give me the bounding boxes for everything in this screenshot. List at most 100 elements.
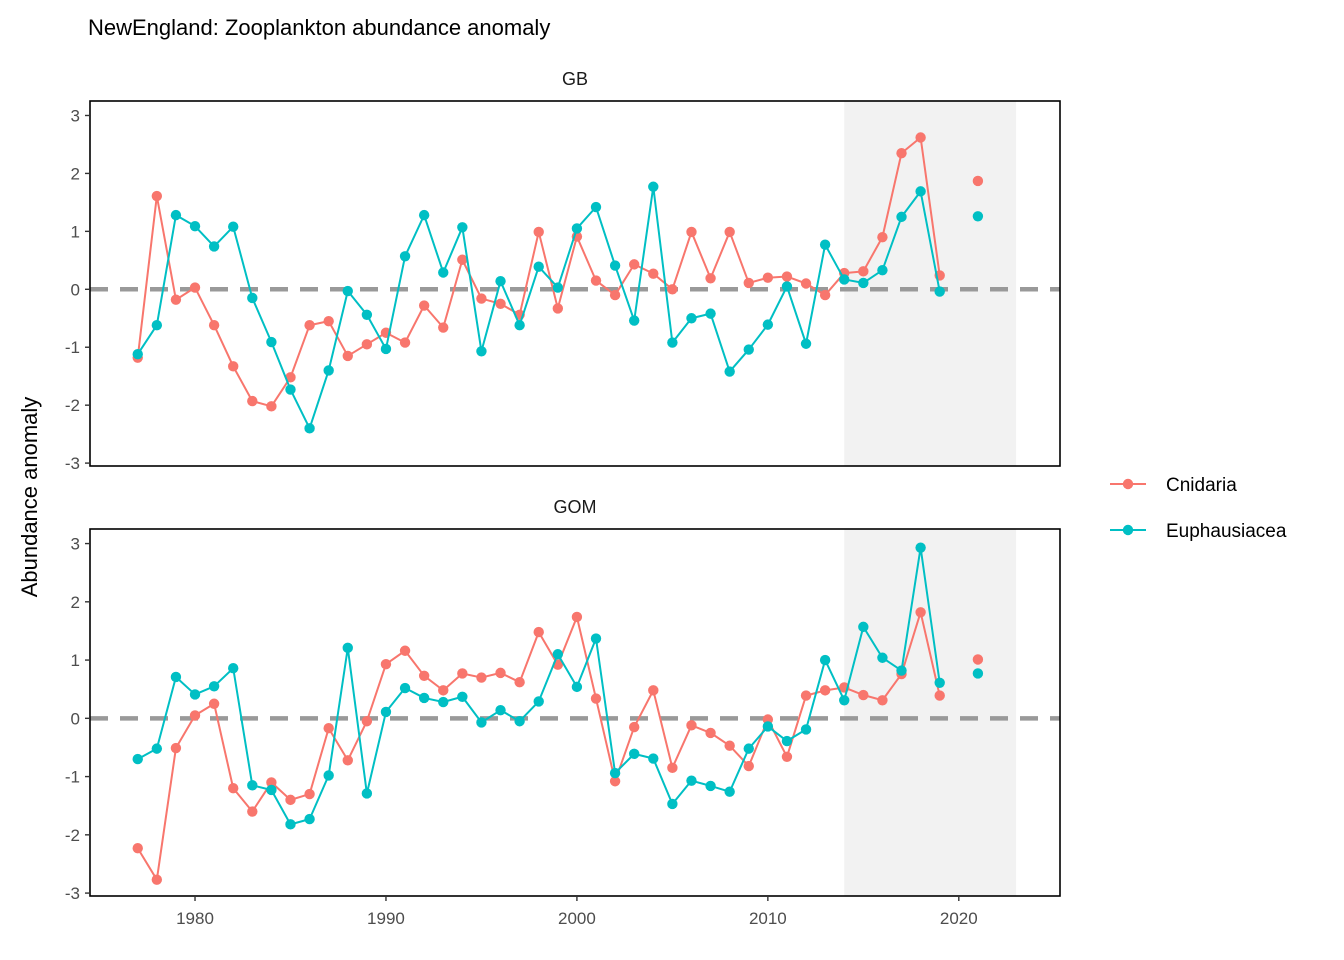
data-point: [132, 843, 143, 854]
data-point: [457, 668, 468, 679]
data-point: [476, 346, 487, 357]
y-tick-label: 3: [71, 106, 80, 125]
data-point: [170, 671, 182, 683]
data-point: [476, 717, 487, 728]
data-point: [781, 751, 793, 762]
x-tick-label: 1990: [367, 909, 405, 928]
series-line: [136, 611, 941, 881]
y-tick-label: -3: [65, 454, 80, 473]
data-point: [839, 274, 850, 285]
data-point: [743, 743, 754, 754]
panel-gb: GB -3 -2 -1 0 1 2 3: [65, 69, 1061, 473]
data-point: [266, 784, 277, 796]
data-point: [476, 672, 487, 683]
data-point: [590, 201, 602, 213]
data-point: [342, 285, 353, 297]
data-point: [399, 645, 411, 656]
data-point: [266, 401, 277, 412]
data-point: [361, 309, 373, 320]
data-point: [552, 303, 564, 314]
y-tick-label: 1: [71, 222, 80, 241]
data-point: [858, 621, 869, 633]
data-point: [189, 689, 201, 700]
series-line: [137, 546, 941, 826]
data-point: [457, 222, 468, 233]
data-point: [858, 689, 869, 701]
data-point: [609, 289, 621, 301]
data-point: [399, 337, 411, 348]
y-tick-label: -1: [65, 338, 80, 357]
data-point: [800, 724, 812, 735]
data-point: [858, 277, 869, 289]
data-point: [438, 322, 449, 333]
data-point: [743, 344, 754, 355]
data-point: [285, 794, 296, 806]
data-point: [170, 209, 182, 221]
data-point: [495, 275, 506, 287]
y-tick-label: 1: [71, 651, 80, 670]
legend-item-cnidaria: Cnidaria: [1110, 475, 1237, 496]
data-point: [247, 780, 258, 791]
data-point: [151, 874, 163, 885]
data-point: [877, 264, 888, 276]
data-point: [609, 767, 621, 779]
data-point: [877, 652, 888, 663]
data-point: [571, 611, 583, 623]
data-point: [648, 181, 659, 192]
data-point: [285, 372, 296, 383]
data-point: [323, 770, 334, 781]
data-point: [896, 665, 907, 676]
data-point: [495, 667, 506, 679]
data-point: [877, 695, 888, 706]
series-euphausiacea: [132, 181, 984, 434]
data-point: [418, 692, 430, 704]
data-point: [609, 776, 621, 787]
data-point: [189, 710, 201, 721]
data-point: [590, 633, 602, 644]
data-point: [495, 298, 506, 309]
data-point: [571, 223, 583, 234]
data-point: [342, 755, 353, 766]
data-point: [304, 813, 315, 825]
data-point: [151, 743, 163, 754]
data-point: [915, 607, 926, 618]
data-point: [228, 663, 239, 674]
data-point: [304, 788, 315, 800]
legend-point-key: [1122, 478, 1134, 490]
data-point: [208, 320, 220, 331]
data-point: [781, 281, 793, 292]
data-point: [934, 286, 945, 297]
series-line: [136, 185, 941, 430]
data-point: [514, 677, 525, 688]
legend-item-euphausiacea: Euphausiacea: [1110, 521, 1287, 542]
data-point: [724, 366, 735, 377]
data-point: [762, 319, 774, 330]
data-point: [896, 211, 907, 223]
data-point: [189, 220, 201, 232]
data-point: [457, 691, 468, 702]
data-point: [800, 690, 812, 701]
data-point: [380, 343, 392, 355]
data-point: [533, 626, 544, 638]
data-point: [628, 748, 640, 760]
data-point: [934, 690, 945, 701]
data-point: [361, 339, 373, 350]
panel-border: [89, 100, 1061, 467]
data-point: [686, 775, 697, 786]
data-point: [533, 696, 544, 707]
data-point: [170, 742, 182, 754]
data-point: [972, 654, 984, 665]
data-point: [667, 284, 678, 295]
data-point: [628, 721, 640, 733]
data-point: [342, 350, 353, 362]
data-point: [800, 338, 812, 349]
data-point: [552, 649, 564, 660]
legend-point-key: [1122, 524, 1134, 536]
data-point: [457, 254, 468, 265]
data-point: [514, 716, 525, 727]
data-point: [915, 132, 926, 143]
data-point: [915, 542, 926, 553]
data-point: [208, 681, 220, 692]
y-tick-label: -2: [65, 396, 80, 415]
